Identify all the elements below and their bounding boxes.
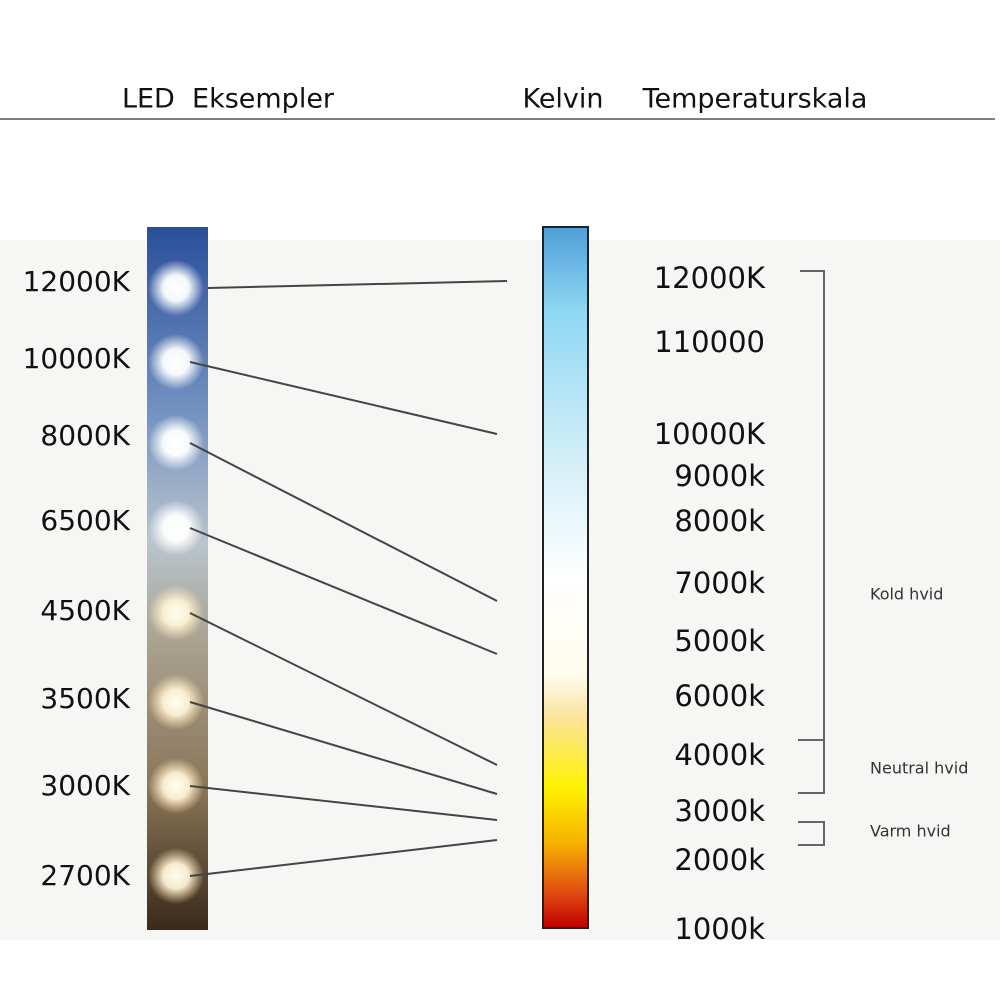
led-label: 2700K (40, 859, 130, 892)
brackets (798, 270, 825, 846)
scale-label: 110000 (654, 325, 765, 359)
led-label: 8000K (40, 419, 130, 452)
led (148, 260, 204, 316)
led (148, 500, 204, 556)
led (148, 585, 204, 641)
connector (189, 442, 498, 602)
connector (189, 527, 498, 655)
labels: 12000K 10000K 8000K 6500K 4500K 3500K 3000K 270… (23, 260, 968, 946)
scale-label: 10000K (654, 417, 766, 451)
connector (189, 839, 498, 877)
led-label: 10000K (23, 342, 131, 375)
led-label: 4500K (40, 594, 130, 627)
scale-label: 4000k (674, 738, 765, 772)
led (148, 334, 204, 390)
range-label: Kold hvid (870, 585, 943, 604)
scale-label: 7000k (674, 566, 765, 600)
led-label: 3500K (40, 682, 130, 715)
led (148, 848, 204, 904)
led (148, 415, 204, 471)
scale-label: 1000k (674, 912, 765, 946)
led-label: 12000K (23, 265, 131, 298)
scale-label: 8000k (674, 504, 765, 538)
led-label: 3000K (40, 769, 130, 802)
led (148, 674, 204, 730)
led-strip (147, 227, 208, 930)
scale-label: 3000k (674, 794, 765, 828)
header: Temperaturskala (642, 84, 868, 115)
range-label: Varm hvid (870, 822, 951, 841)
header: Kelvin (522, 84, 603, 115)
header: LED Eksempler (122, 84, 335, 115)
range-label: Neutral hvid (870, 759, 968, 778)
led (148, 758, 204, 814)
connector (189, 612, 498, 766)
scale-label: 2000k (674, 843, 765, 877)
connector (207, 280, 508, 289)
led-label: 6500K (40, 504, 130, 537)
scale-label: 6000k (674, 679, 765, 713)
scale-label: 5000k (674, 624, 765, 658)
scale-label: 12000K (654, 261, 766, 295)
connector (189, 701, 498, 795)
scale-label: 9000k (674, 459, 765, 493)
kelvin-bar (542, 226, 589, 929)
connector (189, 361, 498, 435)
connector (189, 785, 498, 821)
